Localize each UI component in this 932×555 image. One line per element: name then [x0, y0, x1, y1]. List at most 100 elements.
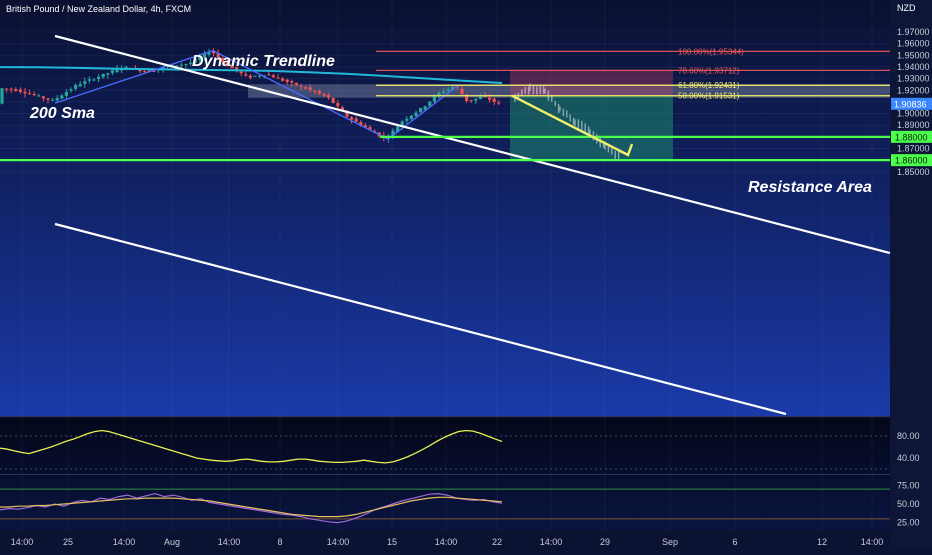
candle-body	[340, 107, 344, 111]
time-tick-label: 14:00	[113, 537, 136, 547]
candle-body	[184, 64, 188, 66]
support-price-tag	[891, 130, 932, 143]
candle-body	[363, 125, 367, 128]
candle-body	[78, 84, 82, 87]
rsi-tick-label: 50.00	[897, 499, 920, 509]
candle-body	[308, 87, 312, 90]
time-tick-label: 22	[492, 537, 502, 547]
candle-body	[166, 66, 170, 68]
candle-body	[409, 115, 413, 120]
rsi-tick-label: 25.00	[897, 518, 920, 528]
candle-body	[336, 102, 340, 107]
candle-body	[442, 91, 446, 94]
candle-body	[488, 97, 492, 100]
candle-body	[391, 130, 395, 136]
resistance-area-label: Resistance Area	[748, 179, 872, 196]
stoch-tick-label: 40.00	[897, 453, 920, 463]
candle-body	[101, 73, 105, 78]
candle-body	[497, 102, 501, 104]
candle-body	[189, 62, 193, 64]
currency-label: NZD	[897, 3, 916, 13]
zones-layer	[248, 70, 890, 159]
candle-body	[216, 53, 220, 58]
stoch-k-line	[0, 429, 503, 464]
time-tick-label: 14:00	[11, 537, 34, 547]
candle-body	[152, 70, 156, 72]
price-tick-label: 1.94000	[897, 62, 930, 72]
candle-body	[258, 75, 262, 77]
candle-body	[317, 90, 321, 94]
candle-body	[235, 67, 239, 71]
price-tick-label: 1.96000	[897, 39, 930, 49]
candle-body	[446, 89, 450, 91]
candle-body	[64, 92, 68, 96]
candle-body	[92, 79, 96, 81]
time-tick-label: 14:00	[327, 537, 350, 547]
fib-level-label: 61.80%(1.92431)	[678, 81, 740, 90]
stoch-tick-label: 80.00	[897, 431, 920, 441]
candle-body	[0, 88, 4, 104]
candle-body	[304, 87, 308, 89]
price-tick-label: 1.85000	[897, 167, 930, 177]
candle-body	[60, 95, 64, 99]
candle-body	[115, 68, 119, 73]
candle-body	[202, 53, 206, 58]
time-tick-label: 8	[277, 537, 282, 547]
candle-body	[179, 64, 183, 66]
sma-200-line	[0, 66, 503, 84]
candle-body	[460, 88, 464, 95]
candle-body	[451, 86, 455, 90]
candle-body	[51, 99, 55, 101]
candle-body	[212, 51, 216, 54]
candle-body	[368, 127, 372, 130]
time-tick-label: 14:00	[435, 537, 458, 547]
candle-body	[37, 95, 41, 97]
candle-body	[207, 52, 211, 55]
candle-body	[405, 118, 409, 121]
projection-arrow	[511, 94, 629, 157]
candle-body	[97, 76, 101, 80]
time-tick-label: 15	[387, 537, 397, 547]
candle-body	[327, 94, 331, 98]
candle-body	[239, 71, 243, 74]
candle-body	[281, 78, 285, 81]
candle-body	[271, 75, 275, 78]
candle-body	[87, 79, 91, 81]
candle-body	[276, 77, 280, 79]
price-tick-label: 1.93000	[897, 74, 930, 84]
overlay-layer: 100.00%(1.95344) 78.60%(1.93712) 61.80%(1.…	[0, 34, 891, 416]
projection-arrow-head	[619, 143, 634, 157]
candle-body	[423, 106, 427, 111]
time-tick-label: 14:00	[218, 537, 241, 547]
candle-body	[14, 89, 18, 92]
candle-body	[290, 81, 294, 83]
candle-body	[175, 65, 179, 67]
candle-body	[331, 97, 335, 103]
candle-body	[28, 93, 32, 95]
candle-body	[46, 98, 50, 100]
candle-body	[428, 101, 432, 107]
candle-body	[55, 98, 59, 101]
candle-body	[492, 98, 496, 102]
candle-body	[32, 94, 36, 96]
candle-body	[18, 89, 22, 92]
dynamic-trendline-annotation: Dynamic Trendline	[192, 53, 335, 70]
time-tick-label: 25	[63, 537, 73, 547]
candle-body	[198, 56, 202, 61]
fib-level-label: 78.60%(1.93712)	[678, 66, 740, 75]
rsi-ma-line	[0, 496, 503, 518]
candle-body	[483, 95, 487, 97]
candle-body	[225, 60, 229, 66]
time-tick-label: Sep	[662, 537, 678, 547]
resistance-zone	[248, 84, 890, 98]
zigzag-line	[54, 49, 459, 140]
candle-body	[294, 82, 298, 86]
candle-body	[350, 117, 354, 120]
support-price-label: 1.86000	[895, 156, 928, 166]
candle-body	[23, 91, 27, 94]
price-tick-label: 1.97000	[897, 27, 930, 37]
candle-body	[248, 75, 252, 78]
candle-body	[138, 69, 142, 72]
